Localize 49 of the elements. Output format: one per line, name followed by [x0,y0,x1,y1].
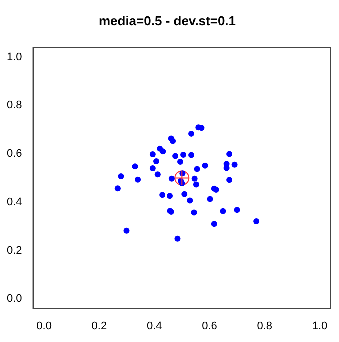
point [174,236,181,242]
point [191,210,198,216]
x-tick-label: 0.4 [146,320,162,332]
point [211,221,218,228]
x-tick-label: 0.2 [92,320,108,332]
y-tick-label: 0.8 [6,100,22,112]
point [226,177,233,184]
point [207,196,214,202]
point [193,182,200,188]
point [170,138,176,144]
point [154,172,161,178]
point [160,192,166,198]
point [254,218,260,224]
point [150,166,156,172]
y-tick-label: 0.0 [6,293,22,306]
point [172,153,179,160]
y-tick-label: 1.0 [6,51,22,64]
point [226,151,233,158]
point [180,152,187,158]
point [220,208,226,214]
point [167,193,174,200]
point [154,158,160,165]
x-tick-label: 1.0 [312,320,328,332]
x-tick-label: 0.6 [202,320,218,332]
point [168,176,175,182]
point [188,130,195,137]
point [182,191,188,198]
x-tick-label: 0.0 [36,320,52,332]
point [118,174,124,180]
y-tick-label: 0.6 [6,148,22,160]
y-tick-label: 0.2 [6,244,22,257]
point [174,170,190,186]
point [192,176,198,182]
y-tick-label: 0.4 [6,196,22,208]
point [194,166,200,172]
point [187,198,194,204]
point [124,228,130,234]
point [150,152,156,158]
chart-title: media=0.5 - dev.st=0.1 [98,13,236,28]
point [114,186,121,192]
point [234,207,240,214]
point [160,148,166,155]
point [232,162,238,168]
point [202,162,208,169]
point [188,152,195,158]
x-tick-label: 0.8 [257,320,272,332]
point [135,176,142,183]
point [132,164,138,170]
point [177,158,184,165]
